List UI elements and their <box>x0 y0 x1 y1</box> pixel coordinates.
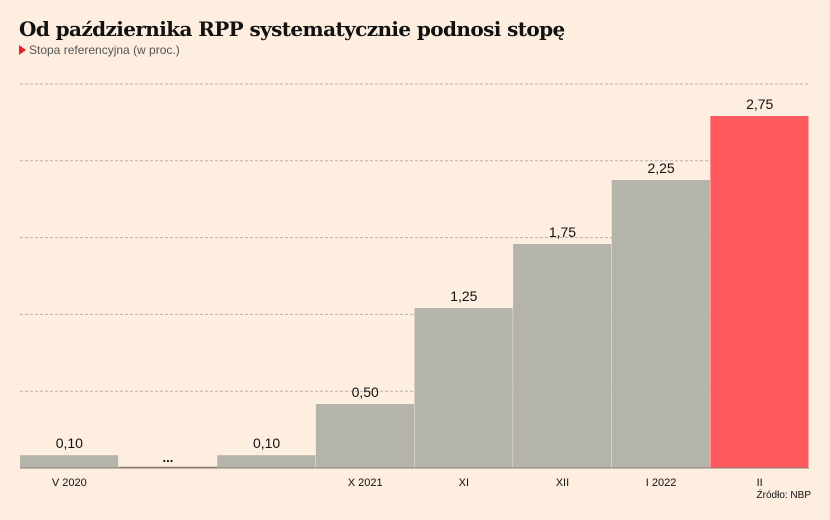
bar <box>315 404 414 468</box>
ellipsis-label: ... <box>163 450 174 465</box>
triangle-marker-icon <box>19 45 26 55</box>
subtitle-text: Stopa referencyjna (w proc.) <box>29 43 180 57</box>
data-label: 0,50 <box>352 384 379 400</box>
data-label: 0,10 <box>56 435 83 451</box>
data-label: 1,75 <box>549 224 576 240</box>
x-tick-label: II <box>757 477 763 489</box>
bar <box>414 308 513 468</box>
x-tick-label: I 2022 <box>646 477 677 489</box>
chart-title: Od października RPP systematycznie podno… <box>19 17 565 41</box>
bar <box>217 455 316 468</box>
chart-subtitle: Stopa referencyjna (w proc.) <box>19 43 180 57</box>
bar <box>20 455 119 468</box>
data-label: 2,25 <box>647 160 674 176</box>
data-label: 0,10 <box>253 435 280 451</box>
bar <box>710 116 809 468</box>
x-tick-label: X 2021 <box>348 477 383 489</box>
bar <box>611 180 710 468</box>
x-tick-label: XI <box>459 477 469 489</box>
bar <box>513 244 612 468</box>
data-label: 1,25 <box>450 288 477 304</box>
source-note: Źródło: NBP <box>756 490 811 501</box>
x-tick-label: XII <box>556 477 569 489</box>
x-tick-label: V 2020 <box>52 477 87 489</box>
data-label: 2,75 <box>746 96 773 112</box>
